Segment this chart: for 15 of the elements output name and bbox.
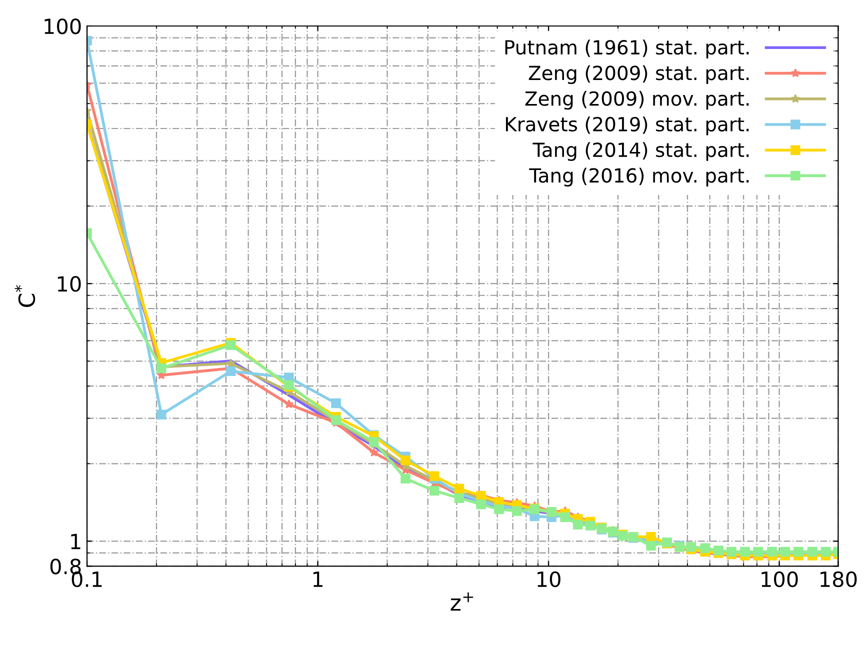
x-tick-label: 1 bbox=[313, 572, 322, 587]
x-tick-label: 100 bbox=[762, 571, 798, 588]
legend-label: Kravets (2019) stat. part. bbox=[506, 116, 749, 136]
legend-label: Zeng (2009) mov. part. bbox=[525, 90, 749, 110]
x-tick-label: 180 bbox=[820, 571, 857, 588]
y-tick-label: 100 bbox=[44, 18, 81, 34]
y-tick-label: 10 bbox=[58, 276, 81, 292]
legend-label: Tang (2014) stat. part. bbox=[532, 142, 749, 161]
y-tick-label: 1 bbox=[71, 534, 80, 550]
legend-label: Tang (2016) mov. part. bbox=[529, 168, 749, 187]
x-axis-title: z$^{+}$ bbox=[450, 592, 474, 611]
legend-label: Zeng (2009) stat. part. bbox=[528, 65, 749, 84]
y-axis-title: C$^{*}$ bbox=[14, 285, 36, 307]
legend-label: Putnam (1961) stat. part. bbox=[505, 40, 749, 58]
x-tick-label: 10 bbox=[538, 571, 560, 588]
